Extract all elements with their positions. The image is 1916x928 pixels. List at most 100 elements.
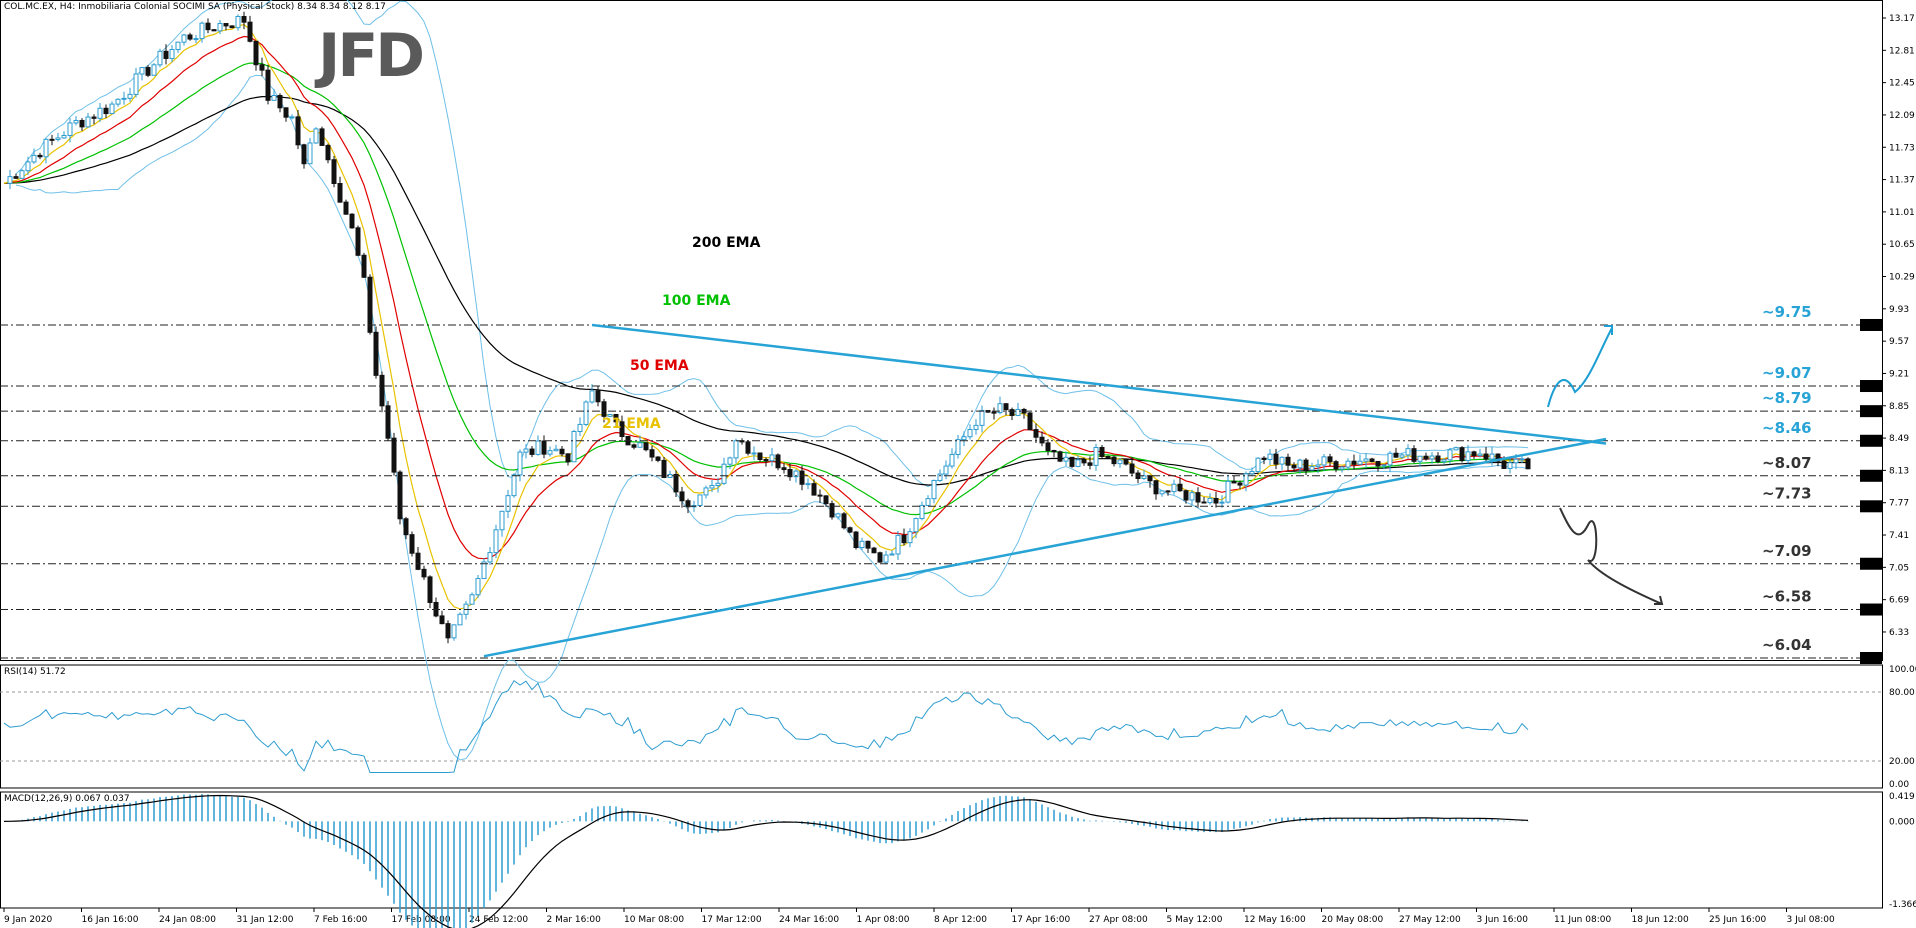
candle-body	[1015, 408, 1021, 416]
level-axis-label: 8.79	[1862, 407, 1882, 417]
candle-body	[475, 578, 481, 596]
candle-body	[1375, 460, 1381, 467]
time-axis-tick-label: 27 May 12:00	[1399, 915, 1461, 925]
candle-body	[1105, 455, 1111, 458]
candle-body	[955, 439, 961, 455]
candle-body	[1447, 449, 1453, 461]
candle-body	[1087, 462, 1093, 466]
time-axis-tick-label: 17 Feb 08:00	[392, 915, 451, 925]
bearish-scenario-arrow	[1559, 507, 1663, 605]
candle-body	[1201, 501, 1207, 504]
candle-body	[1501, 460, 1507, 469]
rsi-title: RSI(14) 51.72	[4, 667, 66, 677]
candle-body	[763, 458, 769, 462]
candle-body	[1063, 456, 1069, 462]
candle-body	[979, 410, 985, 426]
time-axis-tick-label: 12 May 16:00	[1244, 915, 1306, 925]
candle-body	[529, 448, 535, 455]
ema-label: 200 EMA	[692, 235, 761, 251]
time-axis-tick-label: 27 Apr 08:00	[1089, 915, 1148, 925]
candle-body	[913, 518, 919, 533]
candle-body	[499, 510, 505, 531]
candle-body	[1231, 480, 1237, 484]
candle-body	[727, 457, 733, 465]
candle-body	[973, 424, 979, 430]
candle-body	[1129, 463, 1135, 474]
candle-body	[415, 552, 421, 570]
candle-body	[811, 483, 817, 496]
candle-body	[103, 107, 109, 115]
candle-body	[793, 470, 799, 478]
candle-body	[1249, 470, 1255, 475]
candle-body	[1483, 453, 1489, 460]
level-axis-label: 6.58	[1862, 606, 1882, 616]
candle-body	[997, 403, 1003, 414]
time-axis-tick-label: 20 May 08:00	[1322, 915, 1384, 925]
candle-body	[325, 144, 331, 161]
candle-body	[1321, 456, 1327, 466]
candle-body	[1171, 483, 1177, 493]
candle-body	[385, 405, 391, 439]
candle-body	[1033, 429, 1039, 438]
candle-body	[487, 552, 493, 563]
candle-body	[1117, 459, 1123, 465]
candle-body	[1009, 409, 1015, 416]
price-axis-tick-label: 11.01	[1889, 208, 1915, 218]
candle-body	[301, 144, 307, 165]
candle-body	[247, 21, 253, 42]
candle-body	[1459, 447, 1465, 462]
candle-body	[73, 119, 79, 124]
time-axis-tick-label: 24 Feb 12:00	[469, 915, 528, 925]
candle-body	[1411, 448, 1417, 462]
candle-body	[25, 161, 31, 172]
level-label: ~7.09	[1762, 542, 1812, 560]
candle-body	[235, 16, 241, 29]
candle-body	[205, 22, 211, 31]
candle-body	[1369, 458, 1375, 462]
candle-body	[319, 128, 325, 146]
candle-body	[151, 64, 157, 76]
level-axis-label: 8.07	[1862, 472, 1882, 482]
candle-body	[517, 451, 523, 476]
candle-body	[1429, 455, 1435, 460]
candle-body	[1387, 452, 1393, 466]
candle-body	[439, 615, 445, 625]
time-axis-tick-label: 3 Jun 16:00	[1477, 915, 1529, 925]
candle-body	[1051, 449, 1057, 453]
candle-body	[877, 552, 883, 563]
candle-body	[781, 467, 787, 471]
candle-body	[841, 513, 847, 529]
candle-body	[787, 469, 793, 478]
candle-body	[733, 440, 739, 459]
price-axis-tick-label: 9.21	[1889, 369, 1909, 379]
candle-body	[1519, 458, 1525, 461]
candle-body	[1069, 456, 1075, 467]
bollinger-upper	[15, 0, 1529, 488]
candle-body	[1123, 459, 1129, 465]
candle-body	[847, 527, 853, 533]
candle-body	[1489, 453, 1495, 460]
candle-body	[421, 568, 427, 578]
candle-body	[355, 227, 361, 256]
candle-body	[853, 531, 859, 549]
candle-body	[1303, 459, 1309, 471]
candle-body	[823, 495, 829, 505]
candle-body	[91, 116, 97, 119]
candle-body	[1339, 466, 1345, 470]
time-axis-tick-label: 17 Apr 16:00	[1012, 915, 1071, 925]
candle-body	[631, 444, 637, 448]
candle-body	[145, 67, 151, 76]
candle-body	[859, 540, 865, 549]
candle-body	[931, 479, 937, 500]
candle-body	[565, 453, 571, 463]
ema-label: 100 EMA	[662, 293, 731, 309]
candle-body	[751, 452, 757, 455]
candle-body	[967, 428, 973, 438]
candle-body	[637, 442, 643, 448]
candle-body	[67, 122, 73, 136]
rsi-line	[3, 679, 1529, 773]
candle-body	[1219, 501, 1225, 504]
candle-body	[259, 64, 265, 71]
candle-body	[1093, 447, 1099, 466]
